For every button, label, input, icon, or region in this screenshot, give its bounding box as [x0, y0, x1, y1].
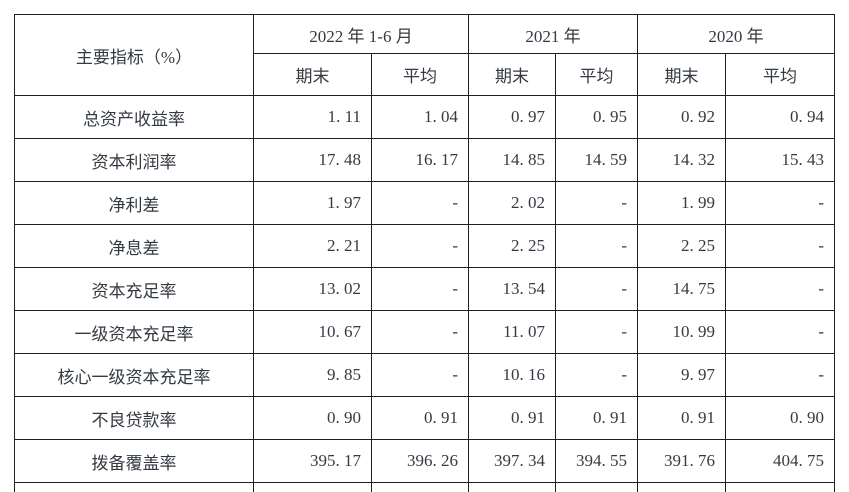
header-year-2020: 2020 年 [637, 14, 836, 54]
cell-value: 14. 85 [468, 138, 557, 182]
table-row-cut-off [14, 482, 836, 492]
cell-value: 11. 07 [468, 310, 557, 354]
cell-value: 0. 95 [555, 95, 639, 139]
cell-value: 0. 90 [725, 396, 836, 440]
subheader-average-2021: 平均 [555, 53, 639, 96]
table-row: 总资产收益率 1. 11 1. 04 0. 97 0. 95 0. 92 0. … [14, 95, 836, 139]
subheader-period-end-2020: 期末 [637, 53, 727, 96]
header-year-2022: 2022 年 1-6 月 [252, 14, 470, 54]
table-row: 资本充足率 13. 02 - 13. 54 - 14. 75 - [14, 267, 836, 311]
row-label: 净息差 [14, 224, 254, 268]
cell-value: - [555, 267, 639, 311]
header-row-subcolumns: 期末 平均 期末 平均 期末 平均 [15, 53, 836, 96]
subheader-average-2022: 平均 [370, 53, 470, 96]
cell-value: 9. 85 [253, 353, 372, 397]
cell-value: - [725, 181, 836, 225]
cell-value: 2. 02 [468, 181, 557, 225]
cell-value: - [725, 267, 836, 311]
cell-value: - [370, 181, 470, 225]
cell-value: 0. 91 [370, 396, 470, 440]
cell-value: 2. 25 [468, 224, 557, 268]
cell-value [555, 482, 639, 492]
row-label: 资本利润率 [14, 138, 254, 182]
cell-value: 10. 67 [253, 310, 372, 354]
row-label: 不良贷款率 [14, 396, 254, 440]
row-label: 一级资本充足率 [14, 310, 254, 354]
cell-value: 396. 26 [370, 439, 470, 483]
table-row: 资本利润率 17. 48 16. 17 14. 85 14. 59 14. 32… [14, 138, 836, 182]
cell-value: 9. 97 [637, 353, 727, 397]
cell-value [468, 482, 557, 492]
cell-value: 404. 75 [725, 439, 836, 483]
cell-value: 14. 59 [555, 138, 639, 182]
cell-value: 0. 91 [468, 396, 557, 440]
cell-value: - [555, 224, 639, 268]
cell-value: 1. 97 [253, 181, 372, 225]
cell-value: 0. 91 [637, 396, 727, 440]
cell-value: 1. 04 [370, 95, 470, 139]
cell-value: 391. 76 [637, 439, 727, 483]
cell-value: 16. 17 [370, 138, 470, 182]
row-label [14, 482, 254, 492]
table-row: 拨备覆盖率 395. 17 396. 26 397. 34 394. 55 39… [14, 439, 836, 483]
subheader-period-end-2022: 期末 [253, 53, 372, 96]
cell-value: - [370, 353, 470, 397]
cell-value: 395. 17 [253, 439, 372, 483]
cell-value: 2. 25 [637, 224, 727, 268]
cell-value: 0. 94 [725, 95, 836, 139]
cell-value: 1. 11 [253, 95, 372, 139]
cell-value: 13. 02 [253, 267, 372, 311]
cell-value: - [370, 224, 470, 268]
row-label: 核心一级资本充足率 [14, 353, 254, 397]
cell-value: 0. 92 [637, 95, 727, 139]
financial-indicators-table: 主要指标（%） 2022 年 1-6 月 2021 年 2020 年 期末 平均… [14, 14, 836, 492]
table-row: 净利差 1. 97 - 2. 02 - 1. 99 - [14, 181, 836, 225]
cell-value [725, 482, 836, 492]
cell-value: - [725, 224, 836, 268]
cell-value: 0. 97 [468, 95, 557, 139]
table-row: 不良贷款率 0. 90 0. 91 0. 91 0. 91 0. 91 0. 9… [14, 396, 836, 440]
cell-value: 13. 54 [468, 267, 557, 311]
cell-value [253, 482, 372, 492]
row-label: 拨备覆盖率 [14, 439, 254, 483]
cell-value: 394. 55 [555, 439, 639, 483]
cell-value: 14. 32 [637, 138, 727, 182]
header-row-years: 主要指标（%） 2022 年 1-6 月 2021 年 2020 年 [14, 14, 836, 96]
cell-value: - [370, 267, 470, 311]
cell-value [370, 482, 470, 492]
cell-value: - [555, 310, 639, 354]
table-row: 一级资本充足率 10. 67 - 11. 07 - 10. 99 - [14, 310, 836, 354]
table-row: 核心一级资本充足率 9. 85 - 10. 16 - 9. 97 - [14, 353, 836, 397]
cell-value: 15. 43 [725, 138, 836, 182]
cell-value: 10. 16 [468, 353, 557, 397]
subheader-average-2020: 平均 [725, 53, 836, 96]
row-label: 净利差 [14, 181, 254, 225]
cell-value: - [555, 353, 639, 397]
cell-value: - [725, 353, 836, 397]
cell-value [637, 482, 727, 492]
cell-value: - [555, 181, 639, 225]
row-label: 资本充足率 [14, 267, 254, 311]
table-row: 净息差 2. 21 - 2. 25 - 2. 25 - [14, 224, 836, 268]
cell-value: 17. 48 [253, 138, 372, 182]
header-main-indicators: 主要指标（%） [14, 14, 254, 96]
header-year-2021: 2021 年 [468, 14, 639, 54]
cell-value: 397. 34 [468, 439, 557, 483]
row-label: 总资产收益率 [14, 95, 254, 139]
cell-value: 0. 91 [555, 396, 639, 440]
subheader-period-end-2021: 期末 [468, 53, 557, 96]
cell-value: - [370, 310, 470, 354]
cell-value: 0. 90 [253, 396, 372, 440]
cell-value: - [725, 310, 836, 354]
cell-value: 14. 75 [637, 267, 727, 311]
cell-value: 10. 99 [637, 310, 727, 354]
cell-value: 1. 99 [637, 181, 727, 225]
cell-value: 2. 21 [253, 224, 372, 268]
